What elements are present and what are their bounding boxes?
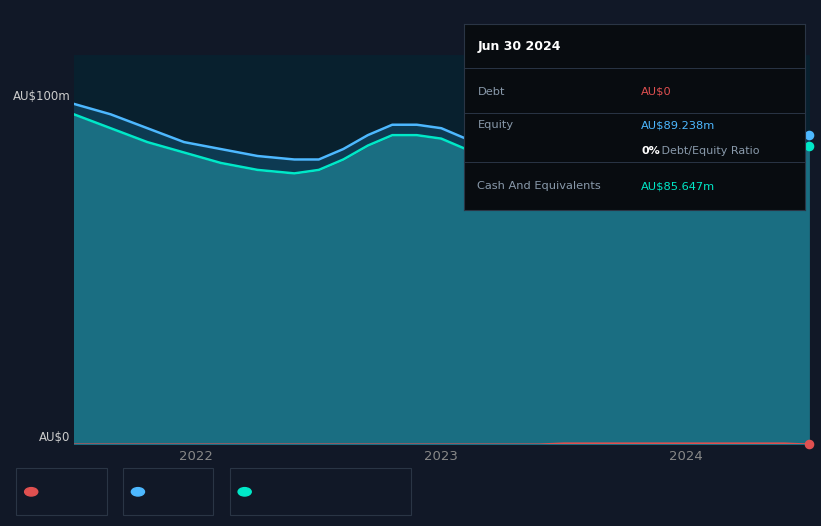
Text: AU$100m: AU$100m bbox=[12, 90, 71, 104]
Text: Cash And Equivalents: Cash And Equivalents bbox=[478, 181, 601, 191]
Text: Cash And Equivalents: Cash And Equivalents bbox=[258, 485, 387, 498]
Text: AU$0: AU$0 bbox=[39, 431, 71, 444]
Point bbox=[802, 440, 815, 449]
Text: AU$0: AU$0 bbox=[641, 87, 672, 97]
Text: AU$85.647m: AU$85.647m bbox=[641, 181, 715, 191]
Text: AU$89.238m: AU$89.238m bbox=[641, 120, 715, 130]
Point bbox=[802, 141, 815, 150]
Point bbox=[802, 131, 815, 139]
Text: 0%: 0% bbox=[641, 146, 660, 156]
Text: Debt/Equity Ratio: Debt/Equity Ratio bbox=[658, 146, 759, 156]
Text: Equity: Equity bbox=[151, 485, 189, 498]
Text: Debt: Debt bbox=[478, 87, 505, 97]
Text: Equity: Equity bbox=[478, 120, 514, 130]
Text: Debt: Debt bbox=[44, 485, 73, 498]
Text: Jun 30 2024: Jun 30 2024 bbox=[478, 41, 561, 54]
